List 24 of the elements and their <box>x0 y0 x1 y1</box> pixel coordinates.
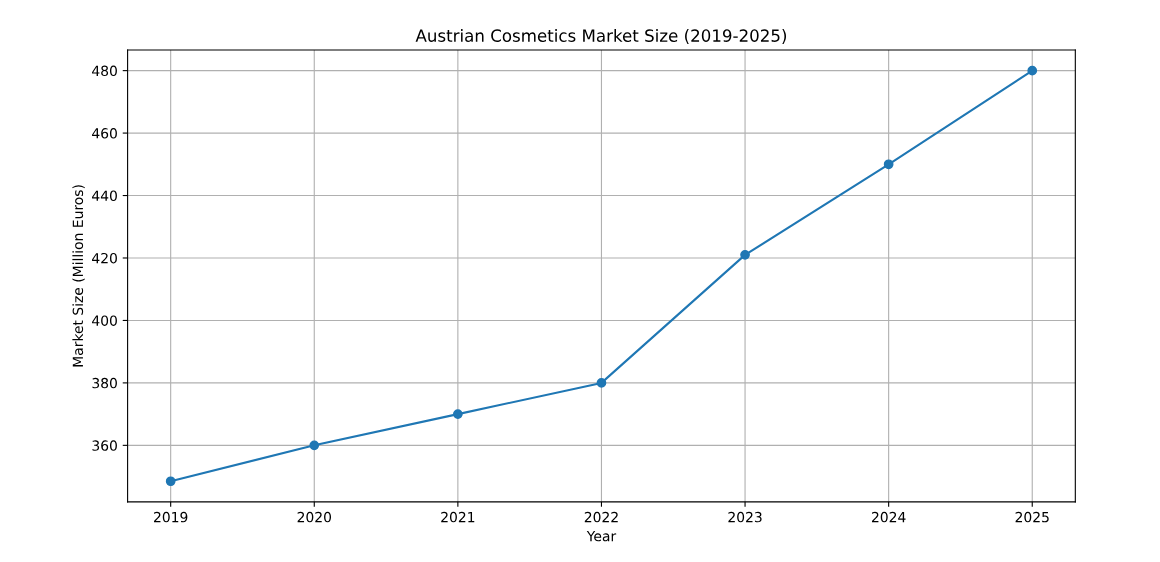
y-tick-label: 440 <box>92 190 117 202</box>
chart-title: Austrian Cosmetics Market Size (2019-2025) <box>415 29 787 44</box>
point <box>309 440 320 451</box>
y-tick-label: 400 <box>92 315 117 326</box>
y-tick-label: 480 <box>92 65 117 77</box>
y-axis-title: Market Size (Million Euros) <box>72 185 85 367</box>
point <box>165 476 176 487</box>
x-tick-label: 2024 <box>871 511 906 523</box>
y-tick-label: 420 <box>92 252 117 264</box>
point <box>740 250 750 260</box>
y-tick-label: 360 <box>92 440 117 451</box>
point <box>596 378 607 388</box>
point <box>1027 65 1038 76</box>
x-tick-label: 2025 <box>1015 511 1049 523</box>
x-tick-label: 2022 <box>584 511 618 523</box>
x-axis-title: Year <box>586 531 617 542</box>
x-tick-label: 2019 <box>154 511 188 523</box>
point <box>883 159 894 170</box>
x-tick-label: 2021 <box>441 511 475 523</box>
x-tick-label: 2023 <box>728 511 762 523</box>
x-tick-label: 2020 <box>297 511 332 523</box>
y-tick-label: 460 <box>92 128 117 139</box>
point <box>453 409 463 419</box>
y-tick-label: 380 <box>92 377 117 389</box>
